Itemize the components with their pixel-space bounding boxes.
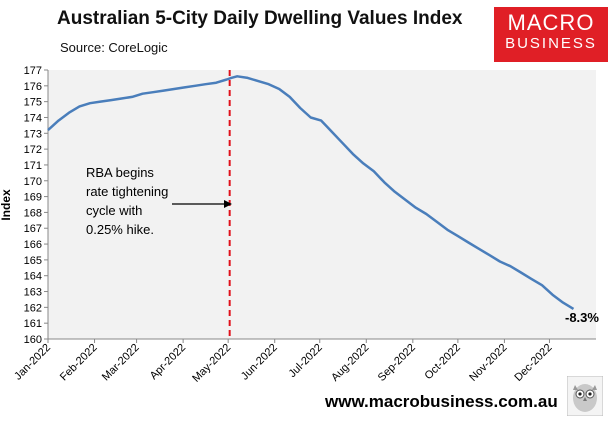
logo-line-2: BUSINESS — [505, 35, 597, 52]
x-tick-label: Jul-2022 — [287, 342, 325, 380]
chart-source: Source: CoreLogic — [60, 40, 168, 55]
y-tick-label: 162 — [24, 302, 42, 314]
y-tick-label: 163 — [24, 287, 42, 299]
y-tick-label: 170 — [24, 176, 42, 188]
y-tick-label: 174 — [24, 112, 42, 124]
y-tick-label: 160 — [24, 334, 42, 346]
end-value-label: -8.3% — [565, 310, 599, 325]
y-tick-label: 176 — [24, 81, 42, 93]
series-line — [47, 75, 575, 310]
x-tick-label: Feb-2022 — [58, 342, 100, 384]
x-tick-label: Apr-2022 — [148, 342, 188, 382]
plot-area — [48, 70, 596, 339]
x-tick-label: May-2022 — [190, 342, 233, 385]
x-tick-label: Nov-2022 — [467, 342, 509, 384]
macrobusiness-logo[interactable]: MACRO BUSINESS — [494, 7, 608, 62]
y-tick-label: 169 — [24, 192, 42, 204]
y-tick-label: 166 — [24, 239, 42, 251]
x-tick-label: Mar-2022 — [100, 342, 142, 384]
y-tick-label: 168 — [24, 207, 42, 219]
website-url[interactable]: www.macrobusiness.com.au — [325, 392, 558, 411]
annotation-line-1: RBA begins — [86, 165, 154, 180]
y-tick-label: 171 — [24, 160, 42, 172]
y-tick-label: 175 — [24, 97, 42, 109]
x-tick-label: Oct-2022 — [423, 342, 463, 382]
owl-logo-icon — [567, 376, 603, 416]
x-tick-label: Sep-2022 — [376, 342, 418, 384]
y-tick-label: 177 — [24, 65, 42, 77]
y-tick-label: 164 — [24, 271, 42, 283]
y-tick-label: 161 — [24, 318, 42, 330]
annotation-line-2: rate tightening — [86, 184, 168, 199]
y-tick-label: 165 — [24, 255, 42, 267]
x-tick-label: Jun-2022 — [239, 342, 280, 383]
x-tick-label: Aug-2022 — [329, 342, 371, 384]
annotation-line-3: cycle with — [86, 203, 142, 218]
y-tick-label: 173 — [24, 128, 42, 140]
y-tick-label: 167 — [24, 223, 42, 235]
x-tick-label: Jan-2022 — [12, 342, 53, 383]
x-tick-label: Dec-2022 — [512, 342, 554, 384]
y-axis-label: Index — [0, 189, 13, 221]
annotation-arrow-head — [224, 200, 232, 208]
chart-title: Australian 5-City Daily Dwelling Values … — [57, 8, 463, 29]
logo-line-1: MACRO — [507, 10, 595, 35]
y-tick-label: 172 — [24, 144, 42, 156]
annotation-line-4: 0.25% hike. — [86, 222, 154, 237]
